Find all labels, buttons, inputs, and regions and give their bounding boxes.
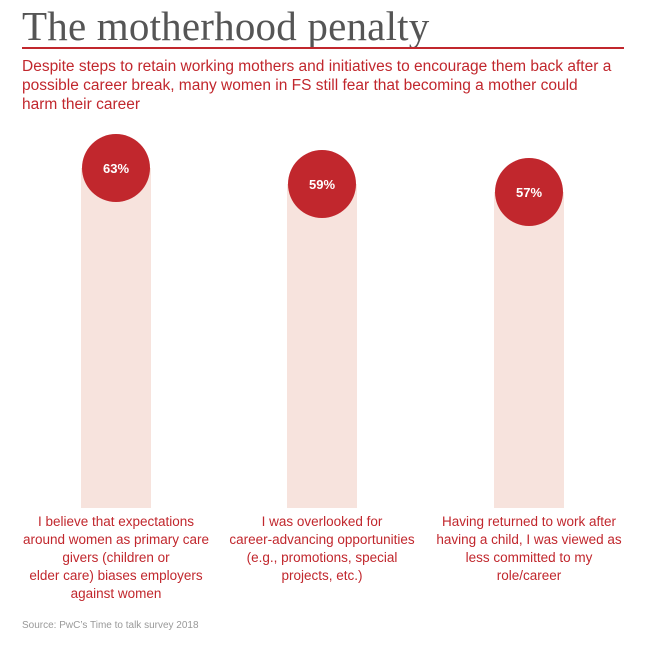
bar-label-3: Having returned to work after having a c…: [436, 514, 622, 583]
value-label-2: 59%: [309, 177, 335, 192]
page-title: The motherhood penalty: [22, 3, 430, 49]
bar-track-1: [81, 168, 151, 508]
chart-subtitle: Despite steps to retain working mothers …: [22, 58, 612, 113]
bar-track-2: [287, 184, 357, 508]
bar-track-3: [494, 192, 564, 508]
value-bubble-1: [82, 134, 150, 202]
value-label-3: 57%: [516, 185, 542, 200]
bar-label-1: I believe that expectations around women…: [22, 514, 210, 601]
value-label-1: 63%: [103, 161, 129, 176]
value-bubble-2: [288, 150, 356, 218]
value-bubble-3: [495, 158, 563, 226]
title-divider: [22, 47, 624, 49]
source-note: Source: PwC’s Time to talk survey 2018: [22, 620, 199, 631]
bar-label-2: I was overlooked for career-advancing op…: [229, 514, 415, 583]
